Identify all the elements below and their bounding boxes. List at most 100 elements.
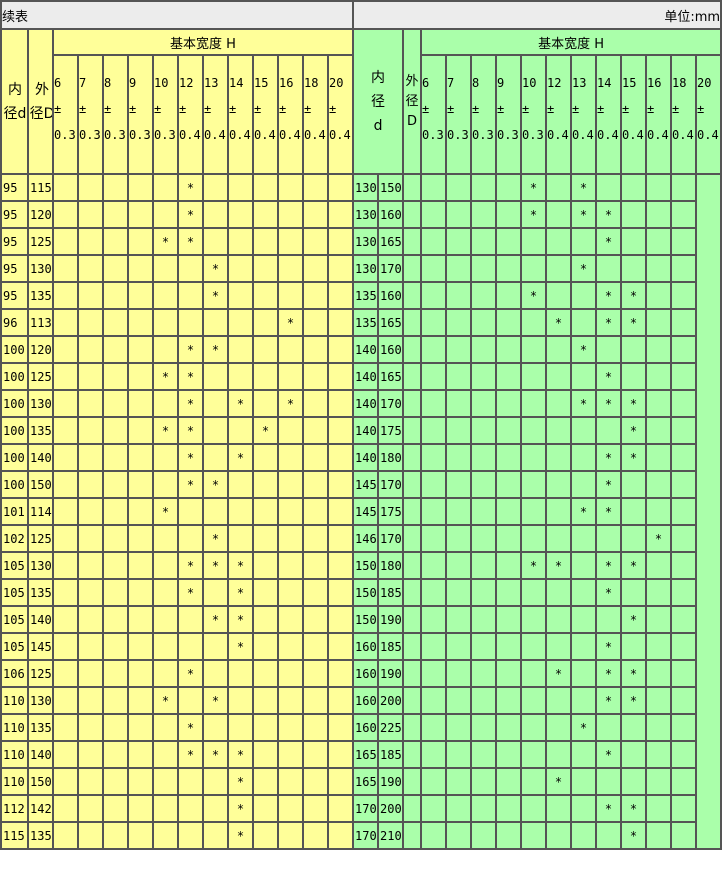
width-cell-12 [177,281,204,310]
inner-diameter-cell: 100 [0,470,29,499]
width-cell-18 [670,767,698,796]
width-cell-10 [520,470,548,499]
width-cell-10 [152,578,179,607]
header-width-text: ± [547,102,555,116]
table-row: 115 135 * 170 210 * [0,821,721,850]
width-cell-14: * [227,389,254,418]
outer-diameter-cell: 114 [27,497,54,526]
header-width-left-13: 13 ±0.4 [202,54,229,175]
header-width-text: 0.4 [547,128,569,142]
width-cell-14: * [595,794,623,823]
header-width-left-9: 9 ±0.3 [127,54,154,175]
table-row: 100 120 * * 140 160 * [0,335,721,364]
width-cell-7 [445,497,473,526]
width-cell-14 [227,524,254,553]
header-width-left-18: 18 ±0.4 [302,54,329,175]
width-cell-18 [670,200,698,229]
width-cell-16 [645,362,673,391]
header-width-text: 8 [104,76,112,90]
width-cell-14: * [595,443,623,472]
width-cell-10 [152,713,179,742]
width-cell-18 [302,794,329,823]
width-cell-14: * [227,794,254,823]
width-cell-7 [445,443,473,472]
width-cell-7 [445,470,473,499]
blank-cell [402,173,423,202]
width-cell-8 [470,227,498,256]
width-cell-7 [77,524,104,553]
blank-cell [402,713,423,742]
width-cell-10 [520,335,548,364]
width-cell-16 [277,605,304,634]
width-cell-9 [495,686,523,715]
outer-diameter-cell: 165 [377,362,405,391]
width-cell-18 [302,281,329,310]
width-cell-9 [127,632,154,661]
blank-cell [402,443,423,472]
header-width-right-18: 18 ±0.4 [670,54,698,175]
width-cell-8 [102,497,129,526]
outer-diameter-cell: 170 [377,254,405,283]
width-cell-10 [520,389,548,418]
width-cell-13 [202,659,229,688]
header-width-text: ± [104,102,112,116]
width-cell-12 [545,713,573,742]
width-cell-10 [520,659,548,688]
width-cell-16 [645,767,673,796]
outer-diameter-cell: 225 [377,713,405,742]
table-row: 95 135 * 135 160 * * * [0,281,721,310]
header-width-left-20: 20 ±0.4 [326,54,355,175]
width-cell-6 [420,416,448,445]
outer-diameter-cell: 120 [27,335,54,364]
width-cell-7 [445,821,473,850]
width-cell-18 [302,821,329,850]
width-cell-16 [277,335,304,364]
outer-diameter-cell: 180 [377,551,405,580]
outer-diameter-cell: 175 [377,416,405,445]
width-cell-18 [670,686,698,715]
blank-cell [402,686,423,715]
width-cell-7 [445,281,473,310]
header-width-text: 0.3 [154,128,176,142]
seal-size-table: 续表 单位:mm 内径d 外径D 基本宽度 H 内径 d 外径D 基本宽度 H … [0,0,722,850]
width-cell-7 [77,308,104,337]
width-cell-15 [620,173,648,202]
width-cell-8 [470,200,498,229]
width-cell-18 [670,659,698,688]
header-width-group-right: 基本宽度 H [420,28,722,56]
blank-cell [402,416,423,445]
blank-cell [402,821,423,850]
width-cell-6 [52,632,79,661]
width-cell-18 [302,551,329,580]
width-cell-10 [152,794,179,823]
width-cell-16 [645,578,673,607]
width-cell-9 [495,335,523,364]
width-cell-16 [645,632,673,661]
width-cell-16 [277,497,304,526]
width-cell-8 [102,443,129,472]
width-cell-6 [420,443,448,472]
width-cell-15 [620,713,648,742]
width-cell-7 [445,308,473,337]
header-width-text: ± [447,102,455,116]
width-cell-10 [520,686,548,715]
width-cell-8 [102,308,129,337]
width-cell-10 [520,794,548,823]
width-cell-9 [127,389,154,418]
width-cell-15 [620,200,648,229]
width-cell-12: * [545,659,573,688]
table-row: 95 125 * * 130 165 * [0,227,721,256]
width-cell-15 [252,227,279,256]
table-row: 95 115 * 130 150 * * [0,173,722,850]
width-cell-14: * [595,632,623,661]
blank-cell [402,308,423,337]
width-cell-14: * [227,605,254,634]
inner-diameter-cell: 100 [0,389,29,418]
header-width-text: 15 [254,76,269,90]
width-cell-18 [302,308,329,337]
width-cell-6 [52,308,79,337]
width-cell-7 [77,200,104,229]
outer-diameter-cell: 210 [377,821,405,850]
width-cell-15 [620,497,648,526]
width-cell-14 [227,173,254,202]
